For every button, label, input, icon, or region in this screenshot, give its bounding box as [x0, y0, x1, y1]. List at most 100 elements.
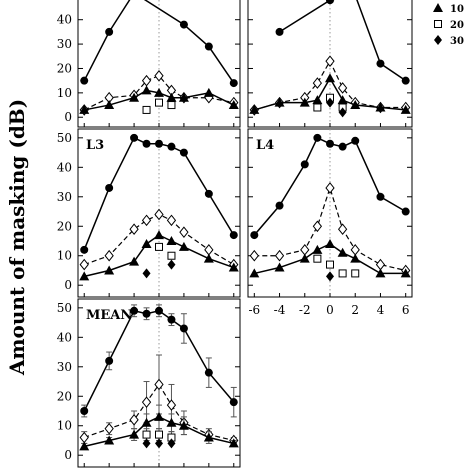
data-point [350, 244, 360, 256]
data-point [375, 258, 386, 271]
x-tick-label: -6 [248, 303, 260, 317]
panel-5: 0 10 20 30 40 50 MEAN [57, 298, 241, 468]
data-point [326, 260, 334, 269]
data-point [312, 95, 323, 105]
series-filled-circle-solid [80, 133, 238, 254]
data-point [129, 429, 140, 439]
series-filled-triangle-solid [79, 85, 239, 114]
series-filled-diamond [326, 97, 347, 118]
legend-marker [434, 20, 442, 28]
data-point [275, 201, 284, 210]
data-point [338, 142, 347, 151]
data-point [130, 133, 139, 142]
data-point [167, 315, 176, 324]
x-tick-label: 2 [351, 303, 359, 317]
data-point [154, 87, 164, 97]
data-point [179, 20, 188, 29]
data-point [325, 182, 335, 194]
data-point [375, 268, 386, 278]
data-point [141, 417, 152, 427]
data-point [155, 306, 163, 315]
data-point [166, 236, 177, 245]
y-tick-label: 40 [57, 13, 72, 27]
x-tick-label: 4 [377, 303, 385, 317]
series-filled-diamond [142, 438, 176, 449]
data-point [325, 73, 335, 83]
data-point [129, 223, 139, 236]
data-point [79, 441, 90, 451]
data-point [154, 378, 164, 391]
series-line [279, 0, 407, 82]
data-point [105, 27, 114, 36]
data-point [274, 249, 285, 262]
series-filled-triangle-solid [249, 73, 411, 114]
data-point [229, 398, 238, 407]
data-point [203, 87, 214, 97]
data-point [166, 214, 177, 227]
data-point [350, 253, 361, 263]
data-point [167, 259, 176, 270]
data-point [337, 82, 348, 94]
series-filled-circle-solid [80, 0, 238, 88]
panel-label: MEAN [86, 308, 132, 323]
data-point [79, 271, 90, 281]
panel-label: L4 [256, 138, 274, 153]
data-point [401, 76, 410, 85]
panel-3: 0 10 20 30 40 50 L3 [57, 128, 241, 298]
data-point [313, 254, 322, 263]
data-point [204, 244, 214, 256]
series-filled-triangle-solid [79, 404, 239, 451]
data-point [79, 104, 90, 114]
data-point [275, 27, 284, 36]
series-filled-circle-solid [275, 0, 410, 85]
data-point [155, 139, 163, 148]
data-point [142, 430, 151, 439]
legend-marker [434, 35, 442, 45]
data-point [154, 230, 164, 240]
data-point [167, 142, 176, 151]
data-point [154, 411, 164, 421]
data-point [104, 435, 115, 445]
data-point [104, 100, 115, 110]
data-point [337, 247, 348, 257]
data-point [141, 396, 152, 408]
panel-4: -6 -4 -2 0 2 4 6 L4 [247, 128, 413, 317]
panel-label: L3 [86, 138, 104, 153]
data-point [178, 92, 189, 102]
y-tick-label: 50 [57, 0, 72, 2]
data-point [312, 77, 323, 89]
y-tick-label: 30 [57, 37, 72, 51]
data-point [142, 438, 151, 449]
data-point [80, 76, 89, 85]
series-filled-diamond [326, 271, 334, 282]
y-tick-label: 0 [64, 278, 72, 292]
y-tick-label: 10 [57, 86, 72, 100]
data-point [376, 192, 385, 201]
data-point [129, 256, 140, 266]
data-point [204, 42, 213, 51]
data-point [337, 223, 348, 236]
data-point [203, 253, 214, 263]
series-line [254, 185, 406, 272]
data-point [249, 104, 260, 114]
data-point [400, 104, 411, 114]
data-point [300, 160, 309, 169]
data-point [312, 220, 323, 233]
data-point [401, 207, 410, 216]
series-open-square [155, 242, 176, 260]
series-line [83, 75, 234, 111]
data-point [105, 356, 114, 365]
data-point [129, 414, 139, 426]
data-point [250, 231, 259, 240]
legend-marker [433, 3, 443, 12]
data-point [400, 268, 411, 278]
data-point [129, 92, 140, 102]
y-tick-label: 50 [57, 301, 72, 315]
x-tick-label: 6 [402, 303, 410, 317]
data-point [142, 268, 151, 279]
data-point [104, 265, 115, 275]
data-point [337, 95, 348, 105]
x-tick-label: -2 [299, 303, 311, 317]
data-point [375, 102, 386, 112]
